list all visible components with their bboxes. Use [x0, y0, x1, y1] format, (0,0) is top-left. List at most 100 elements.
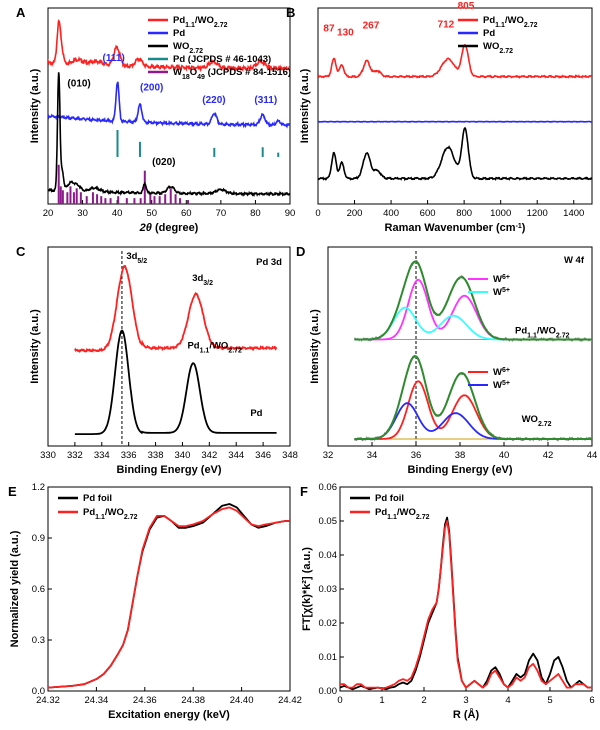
- legend-label: W6+: [493, 367, 510, 379]
- series-line-red: [74, 264, 278, 354]
- x-tick-label: 5: [547, 695, 552, 706]
- panel-F: 0 1 2 3 4 5 6 0.00 0.01 0.02 0.03 0.04 0.05 0.06 R (Å)…: [300, 482, 595, 721]
- x-tick-label: 344: [228, 450, 244, 461]
- legend-label-1: Pd1.1/WO2.72: [83, 507, 138, 521]
- fit-envelope: [354, 260, 592, 341]
- y-axis-label: Normalized yield (a.u.): [9, 530, 21, 647]
- legend-label-1: Pd: [173, 28, 185, 39]
- x-tick-label: 800: [456, 208, 472, 219]
- x-tick-label: 40: [112, 208, 123, 219]
- x-tick-label: 32: [323, 450, 334, 461]
- x-tick-label: 330: [40, 450, 56, 461]
- plot-area: [74, 251, 278, 446]
- fit-component-red: [354, 380, 592, 440]
- x-tick-label: 348: [282, 450, 298, 461]
- x-tick-label: 4: [505, 695, 510, 706]
- annotation: (311): [254, 95, 277, 106]
- plot-area: [340, 516, 592, 691]
- series-line-black: [318, 126, 592, 182]
- plot-frame: [317, 7, 593, 205]
- annotation: (020): [152, 157, 175, 168]
- legend-label-0: Pd foil: [375, 493, 404, 504]
- legend-label-3: Pd (JCPDS # 46-1043): [173, 54, 271, 65]
- x-axis-label: Excitation energy (keV): [108, 709, 230, 721]
- legend-label-0: Pd foil: [83, 493, 112, 504]
- annotation: (111): [103, 53, 125, 64]
- y-axis-label: Intensity (a.u.): [299, 68, 311, 143]
- x-tick-label: 20: [43, 208, 54, 219]
- y-tick-label: 1.2: [32, 482, 45, 493]
- x-tick-label: 340: [175, 450, 191, 461]
- x-tick-label: 6: [589, 695, 594, 706]
- series-line-black: [74, 329, 277, 435]
- annotation: 712: [438, 20, 455, 31]
- legend-label: W5+: [493, 287, 510, 299]
- x-tick-label: 0: [337, 695, 342, 706]
- annotation: (220): [202, 95, 225, 106]
- series-line-red: [48, 506, 290, 689]
- annotation: WO2.72: [522, 414, 552, 428]
- x-tick-label: 342: [201, 450, 217, 461]
- annotation: 3d3/2: [192, 273, 213, 287]
- panel-title: W 4f: [564, 255, 585, 266]
- series-line-black: [48, 503, 290, 689]
- x-tick-label: 1400: [563, 208, 584, 219]
- plot-area: [48, 19, 290, 204]
- panel-E: 24.32 24.34 24.36 24.38 24.40 24.42 0.0 0.3 0.6 0…: [8, 482, 302, 721]
- annotation: (200): [140, 82, 163, 93]
- legend-label-2: WO2.72: [173, 41, 203, 55]
- x-tick-label: 334: [94, 450, 110, 461]
- x-tick-label: 44: [587, 450, 598, 461]
- legend-label-1: Pd: [483, 28, 495, 39]
- x-tick-label: 24.42: [278, 695, 302, 706]
- y-axis-label: Intensity (a.u.): [29, 309, 41, 384]
- y-tick-label: 0.9: [32, 533, 45, 544]
- panel-label: F: [300, 484, 308, 499]
- annotation: (010): [67, 78, 90, 89]
- plot-frame: [47, 246, 291, 447]
- y-tick-label: 0.05: [319, 516, 338, 527]
- plot-area: [318, 43, 592, 182]
- x-tick-label: 36: [411, 450, 422, 461]
- x-axis-label: R (Å): [453, 708, 480, 721]
- x-tick-label: 42: [543, 450, 554, 461]
- fit-envelope: [354, 355, 592, 440]
- x-axis-label: Raman Wavenumber (cm-1): [385, 222, 526, 234]
- annotation: Pd1.1/WO2.72: [515, 326, 570, 340]
- y-tick-label: 0.03: [319, 584, 338, 595]
- legend-label-4: W18O49 (JCPDS # 84-1516): [173, 67, 291, 81]
- x-tick-label: 24.36: [133, 695, 157, 706]
- legend-label-0: Pd1.1/WO2.72: [173, 15, 228, 29]
- series-line-black: [48, 72, 290, 198]
- y-tick-label: 0.04: [319, 550, 338, 561]
- x-tick-label: 24.40: [230, 695, 254, 706]
- x-tick-label: 90: [285, 208, 296, 219]
- y-tick-label: 0.02: [319, 618, 338, 629]
- x-tick-label: 1200: [527, 208, 548, 219]
- y-tick-label: 0.3: [32, 635, 45, 646]
- y-tick-label: 0.01: [319, 652, 338, 663]
- x-tick-label: 3: [463, 695, 468, 706]
- panel-label: A: [16, 5, 26, 20]
- annotation: Pd: [250, 408, 262, 419]
- panel-title: Pd 3d: [256, 257, 282, 268]
- y-axis-label: FT[χ(k)*k²] (a.u.): [301, 547, 313, 631]
- legend-label-0: Pd1.1/WO2.72: [483, 15, 538, 29]
- series-line-black: [340, 516, 592, 691]
- series-line-red: [48, 19, 290, 73]
- legend-label-1: Pd1.1/WO2.72: [375, 507, 430, 521]
- x-tick-label: 200: [347, 208, 363, 219]
- x-tick-label: 338: [148, 450, 164, 461]
- plot-area: [353, 251, 592, 446]
- y-tick-label: 0.6: [32, 584, 45, 595]
- x-tick-label: 346: [255, 450, 271, 461]
- series-line-blue: [48, 81, 290, 129]
- y-tick-label: 0.00: [319, 686, 338, 697]
- panel-D: 32 34 36 38 40 42 44 Binding Energy (eV) Intensi…: [296, 244, 597, 476]
- x-tick-label: 24.38: [181, 695, 205, 706]
- x-tick-label: 336: [121, 450, 137, 461]
- panel-label: E: [8, 484, 17, 499]
- x-tick-label: 38: [455, 450, 466, 461]
- panel-label: C: [16, 244, 26, 259]
